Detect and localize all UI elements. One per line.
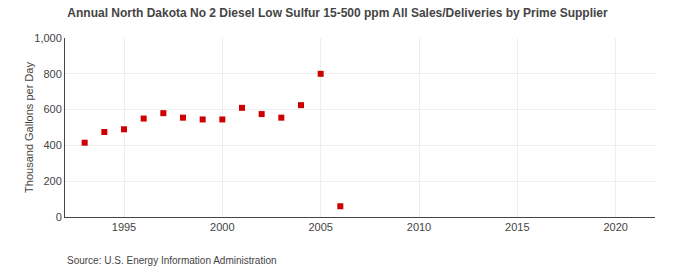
svg-text:Source: U.S. Energy Informatio: Source: U.S. Energy Information Administ… (67, 255, 277, 266)
svg-text:Annual North Dakota No 2 Diese: Annual North Dakota No 2 Diesel Low Sulf… (67, 6, 608, 20)
svg-text:400: 400 (43, 139, 61, 151)
svg-text:2005: 2005 (308, 221, 332, 233)
svg-text:1995: 1995 (112, 221, 136, 233)
svg-text:2000: 2000 (210, 221, 234, 233)
svg-text:2020: 2020 (603, 221, 627, 233)
svg-text:1,000: 1,000 (34, 32, 62, 44)
svg-text:2015: 2015 (505, 221, 529, 233)
svg-text:2010: 2010 (407, 221, 431, 233)
svg-text:800: 800 (43, 68, 61, 80)
svg-text:200: 200 (43, 175, 61, 187)
svg-text:0: 0 (56, 211, 62, 223)
svg-text:Thousand Gallons per Day: Thousand Gallons per Day (23, 62, 35, 193)
svg-text:600: 600 (43, 103, 61, 115)
